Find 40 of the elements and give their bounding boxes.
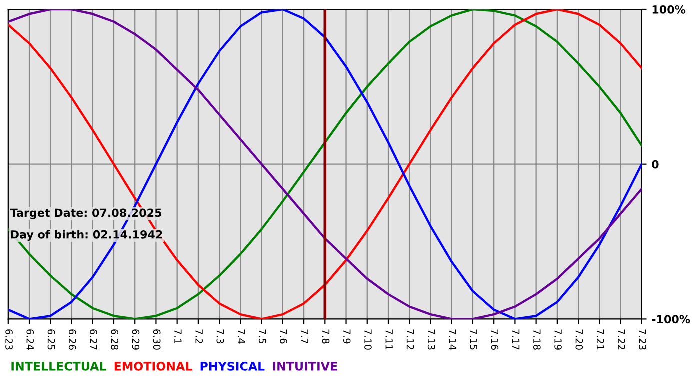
text: PHYSICAL xyxy=(200,362,265,371)
x-tick-label: 7.16 xyxy=(491,330,499,350)
y-tick-label: 100% xyxy=(652,5,686,14)
x-tick-label: 6.26 xyxy=(68,330,76,350)
x-tick-label: 7.15 xyxy=(470,330,478,350)
x-tick-label: 7.6 xyxy=(280,330,288,344)
x-tick-label: 6.27 xyxy=(90,330,98,350)
x-tick-label: 6.29 xyxy=(132,330,140,350)
x-tick-label: 7.10 xyxy=(364,330,372,350)
x-tick-label: 7.8 xyxy=(322,330,330,344)
x-tick-label: 7.22 xyxy=(618,330,626,350)
y-tick-label: 0 xyxy=(652,160,659,169)
text: INTELLECTUAL xyxy=(12,362,106,371)
annotation: Day of birth: 02.14.1942 xyxy=(11,230,162,242)
x-tick-label: 6.30 xyxy=(153,330,161,350)
y-tick-label: -100% xyxy=(652,315,690,324)
x-tick-label: 6.23 xyxy=(6,330,13,350)
text: EMOTIONAL xyxy=(114,362,192,371)
x-tick-label: 7.9 xyxy=(343,330,351,344)
x-tick-label: 7.14 xyxy=(449,330,456,350)
x-tick-label: 7.20 xyxy=(576,330,584,350)
x-tick-label: 7.12 xyxy=(406,330,414,350)
x-tick-label: 7.17 xyxy=(512,330,520,350)
x-tick-label: 7.21 xyxy=(596,330,604,350)
x-tick-label: 7.1 xyxy=(174,330,182,344)
x-tick-label: 6.24 xyxy=(26,330,34,350)
x-tick-label: 7.13 xyxy=(428,330,436,350)
x-tick-label: 7.19 xyxy=(554,330,562,350)
x-tick-label: 7.23 xyxy=(639,330,646,350)
x-tick-label: 7.5 xyxy=(258,330,266,344)
x-tick-label: 7.11 xyxy=(386,330,393,350)
x-tick-label: 7.18 xyxy=(533,330,541,350)
x-tick-label: 7.7 xyxy=(301,330,308,344)
text: INTUITIVE xyxy=(273,362,338,371)
annotation: Target Date: 07.08.2025 xyxy=(10,208,162,220)
x-tick-label: 7.4 xyxy=(238,330,246,344)
x-tick-label: 7.3 xyxy=(216,330,224,344)
x-tick-label: 6.28 xyxy=(111,330,119,350)
x-tick-label: 6.25 xyxy=(48,330,56,350)
x-tick-label: 7.2 xyxy=(196,330,203,344)
